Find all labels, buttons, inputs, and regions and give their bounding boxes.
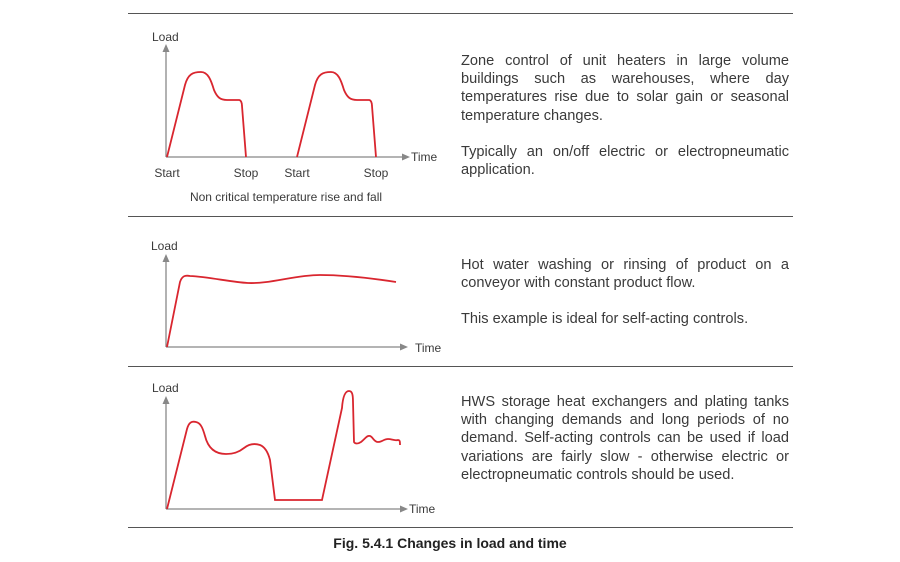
description-2: Hot water washing or rinsing of product … xyxy=(461,256,789,347)
x-axis-arrowhead xyxy=(400,505,408,513)
figure-caption: Fig. 5.4.1 Changes in load and time xyxy=(333,535,567,551)
divider-rule-2 xyxy=(128,366,793,367)
y-axis-arrowhead xyxy=(162,396,170,404)
x-axis-label: Time xyxy=(415,341,442,355)
tick-label-stop-2: Stop xyxy=(364,166,389,180)
tick-label-stop-1: Stop xyxy=(234,166,259,180)
y-axis-arrowhead xyxy=(162,254,170,262)
diagram-subcaption: Non critical temperature rise and fall xyxy=(190,190,382,204)
description-1-paragraph-2: Typically an on/off electric or electrop… xyxy=(461,143,789,179)
description-2-paragraph-2: This example is ideal for self-acting co… xyxy=(461,311,749,328)
y-axis-label: Load xyxy=(151,239,178,253)
description-2-paragraph-1: Hot water washing or rinsing of product … xyxy=(461,257,789,292)
top-rule xyxy=(128,13,793,14)
load-curve-cycle-2 xyxy=(296,71,377,158)
x-axis-arrowhead xyxy=(400,343,408,351)
description-1-paragraph-1: Zone control of unit heaters in large vo… xyxy=(461,53,789,124)
y-axis-arrowhead xyxy=(162,44,170,52)
x-axis-label: Time xyxy=(409,502,436,516)
y-axis-label: Load xyxy=(152,381,179,395)
tick-label-start-1: Start xyxy=(154,166,180,180)
bottom-rule xyxy=(128,527,793,528)
load-curve-cycle-1 xyxy=(166,71,247,158)
load-time-diagram-1: Load Time Start Stop Start Stop Non crit… xyxy=(130,20,450,215)
description-3-paragraph-1: HWS storage heat exchangers and plating … xyxy=(461,394,789,483)
tick-label-start-2: Start xyxy=(284,166,310,180)
load-time-diagram-2: Load Time xyxy=(130,230,450,360)
description-1: Zone control of unit heaters in large vo… xyxy=(461,52,789,197)
load-time-diagram-3: Load Time xyxy=(130,372,450,522)
load-curve-variable xyxy=(166,390,401,510)
x-axis-arrowhead xyxy=(402,153,410,161)
load-curve-constant xyxy=(166,274,397,348)
x-axis-label: Time xyxy=(411,150,438,164)
description-3: HWS storage heat exchangers and plating … xyxy=(461,393,789,502)
y-axis-label: Load xyxy=(152,30,179,44)
divider-rule-1 xyxy=(128,216,793,217)
